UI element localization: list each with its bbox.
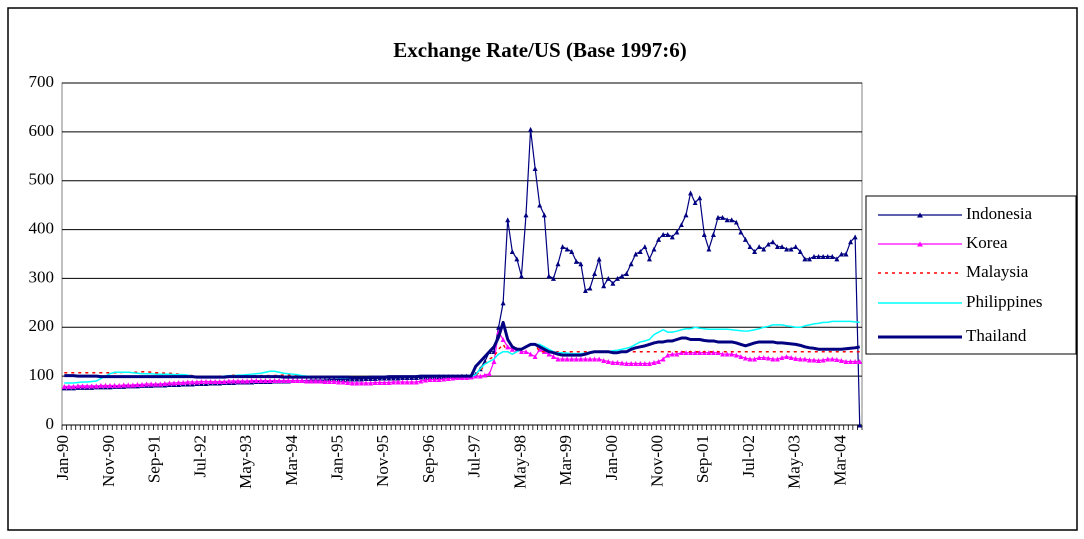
y-tick-label: 100	[29, 365, 55, 384]
legend-marker	[917, 241, 923, 247]
series-line	[64, 320, 861, 380]
legend-label: Korea	[966, 233, 1008, 252]
y-tick-label: 600	[29, 121, 55, 140]
y-tick-label: 300	[29, 267, 55, 286]
x-tick-label: May-93	[236, 435, 255, 489]
x-tick-label: Sep-91	[145, 435, 164, 483]
x-tick-label: Jan-00	[602, 435, 621, 480]
x-tick-label: Sep-96	[419, 435, 438, 483]
y-tick-label: 500	[29, 170, 55, 189]
x-tick-label: Mar-99	[556, 435, 575, 486]
y-tick-label: 400	[29, 218, 55, 237]
x-tick-label: Mar-94	[282, 435, 301, 486]
x-tick-label: May-03	[785, 435, 804, 489]
y-tick-label: 0	[46, 414, 55, 433]
x-tick-label: Jan-90	[53, 435, 72, 480]
x-ticks	[61, 425, 863, 430]
x-tick-label: Nov-95	[373, 435, 392, 487]
x-tick-label: Nov-00	[647, 435, 666, 487]
x-tick-label: Jan-95	[327, 435, 346, 480]
x-tick-label: Nov-90	[99, 435, 118, 487]
y-tick-label: 200	[29, 316, 55, 335]
chart-title: Exchange Rate/US (Base 1997:6)	[393, 38, 686, 62]
x-tick-label: Sep-01	[693, 435, 712, 483]
legend	[865, 195, 1077, 355]
x-tick-label: Jul-02	[739, 435, 758, 478]
plot-area	[61, 82, 863, 426]
legend-label: Malaysia	[966, 262, 1029, 281]
legend-label: Thailand	[966, 326, 1027, 345]
y-tick-label: 700	[29, 72, 55, 91]
legend-label: Indonesia	[966, 204, 1033, 223]
legend-label: Philippines	[966, 292, 1043, 311]
x-tick-label: Jul-92	[190, 435, 209, 478]
x-tick-label: Mar-04	[830, 435, 849, 486]
x-tick-label: May-98	[510, 435, 529, 489]
x-tick-label: Jul-97	[465, 435, 484, 478]
legend-marker	[917, 212, 923, 218]
